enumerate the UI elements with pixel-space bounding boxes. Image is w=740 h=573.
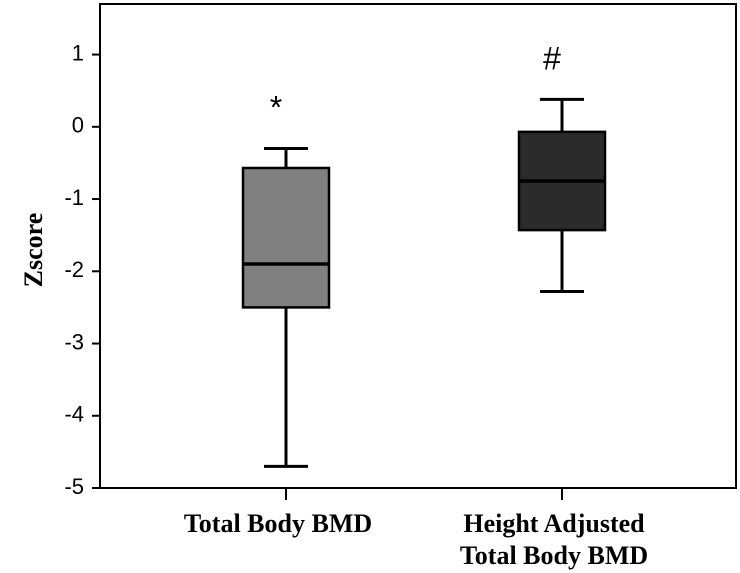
y-tick-label: 1 xyxy=(72,40,84,65)
x-category-label: Height Adjusted xyxy=(463,509,645,538)
significance-marker: # xyxy=(543,40,561,76)
y-tick-label: -1 xyxy=(64,185,84,210)
y-tick-label: -5 xyxy=(64,474,84,499)
y-tick-label: -2 xyxy=(64,257,84,282)
y-tick-label: -4 xyxy=(64,402,84,427)
plot-area: 1 0 -1 -2 -3 -4 -5 * Total Body BMD # Height Adjus… xyxy=(64,3,737,570)
y-tick-label: 0 xyxy=(72,113,84,138)
box-iqr xyxy=(241,166,331,309)
y-axis-label: Zscore xyxy=(19,213,48,288)
x-category-label: Total Body BMD xyxy=(184,509,372,538)
x-category-label: Total Body BMD xyxy=(460,541,648,570)
significance-marker: * xyxy=(270,89,282,125)
plot-frame xyxy=(99,3,737,489)
y-tick-label: -3 xyxy=(64,329,84,354)
